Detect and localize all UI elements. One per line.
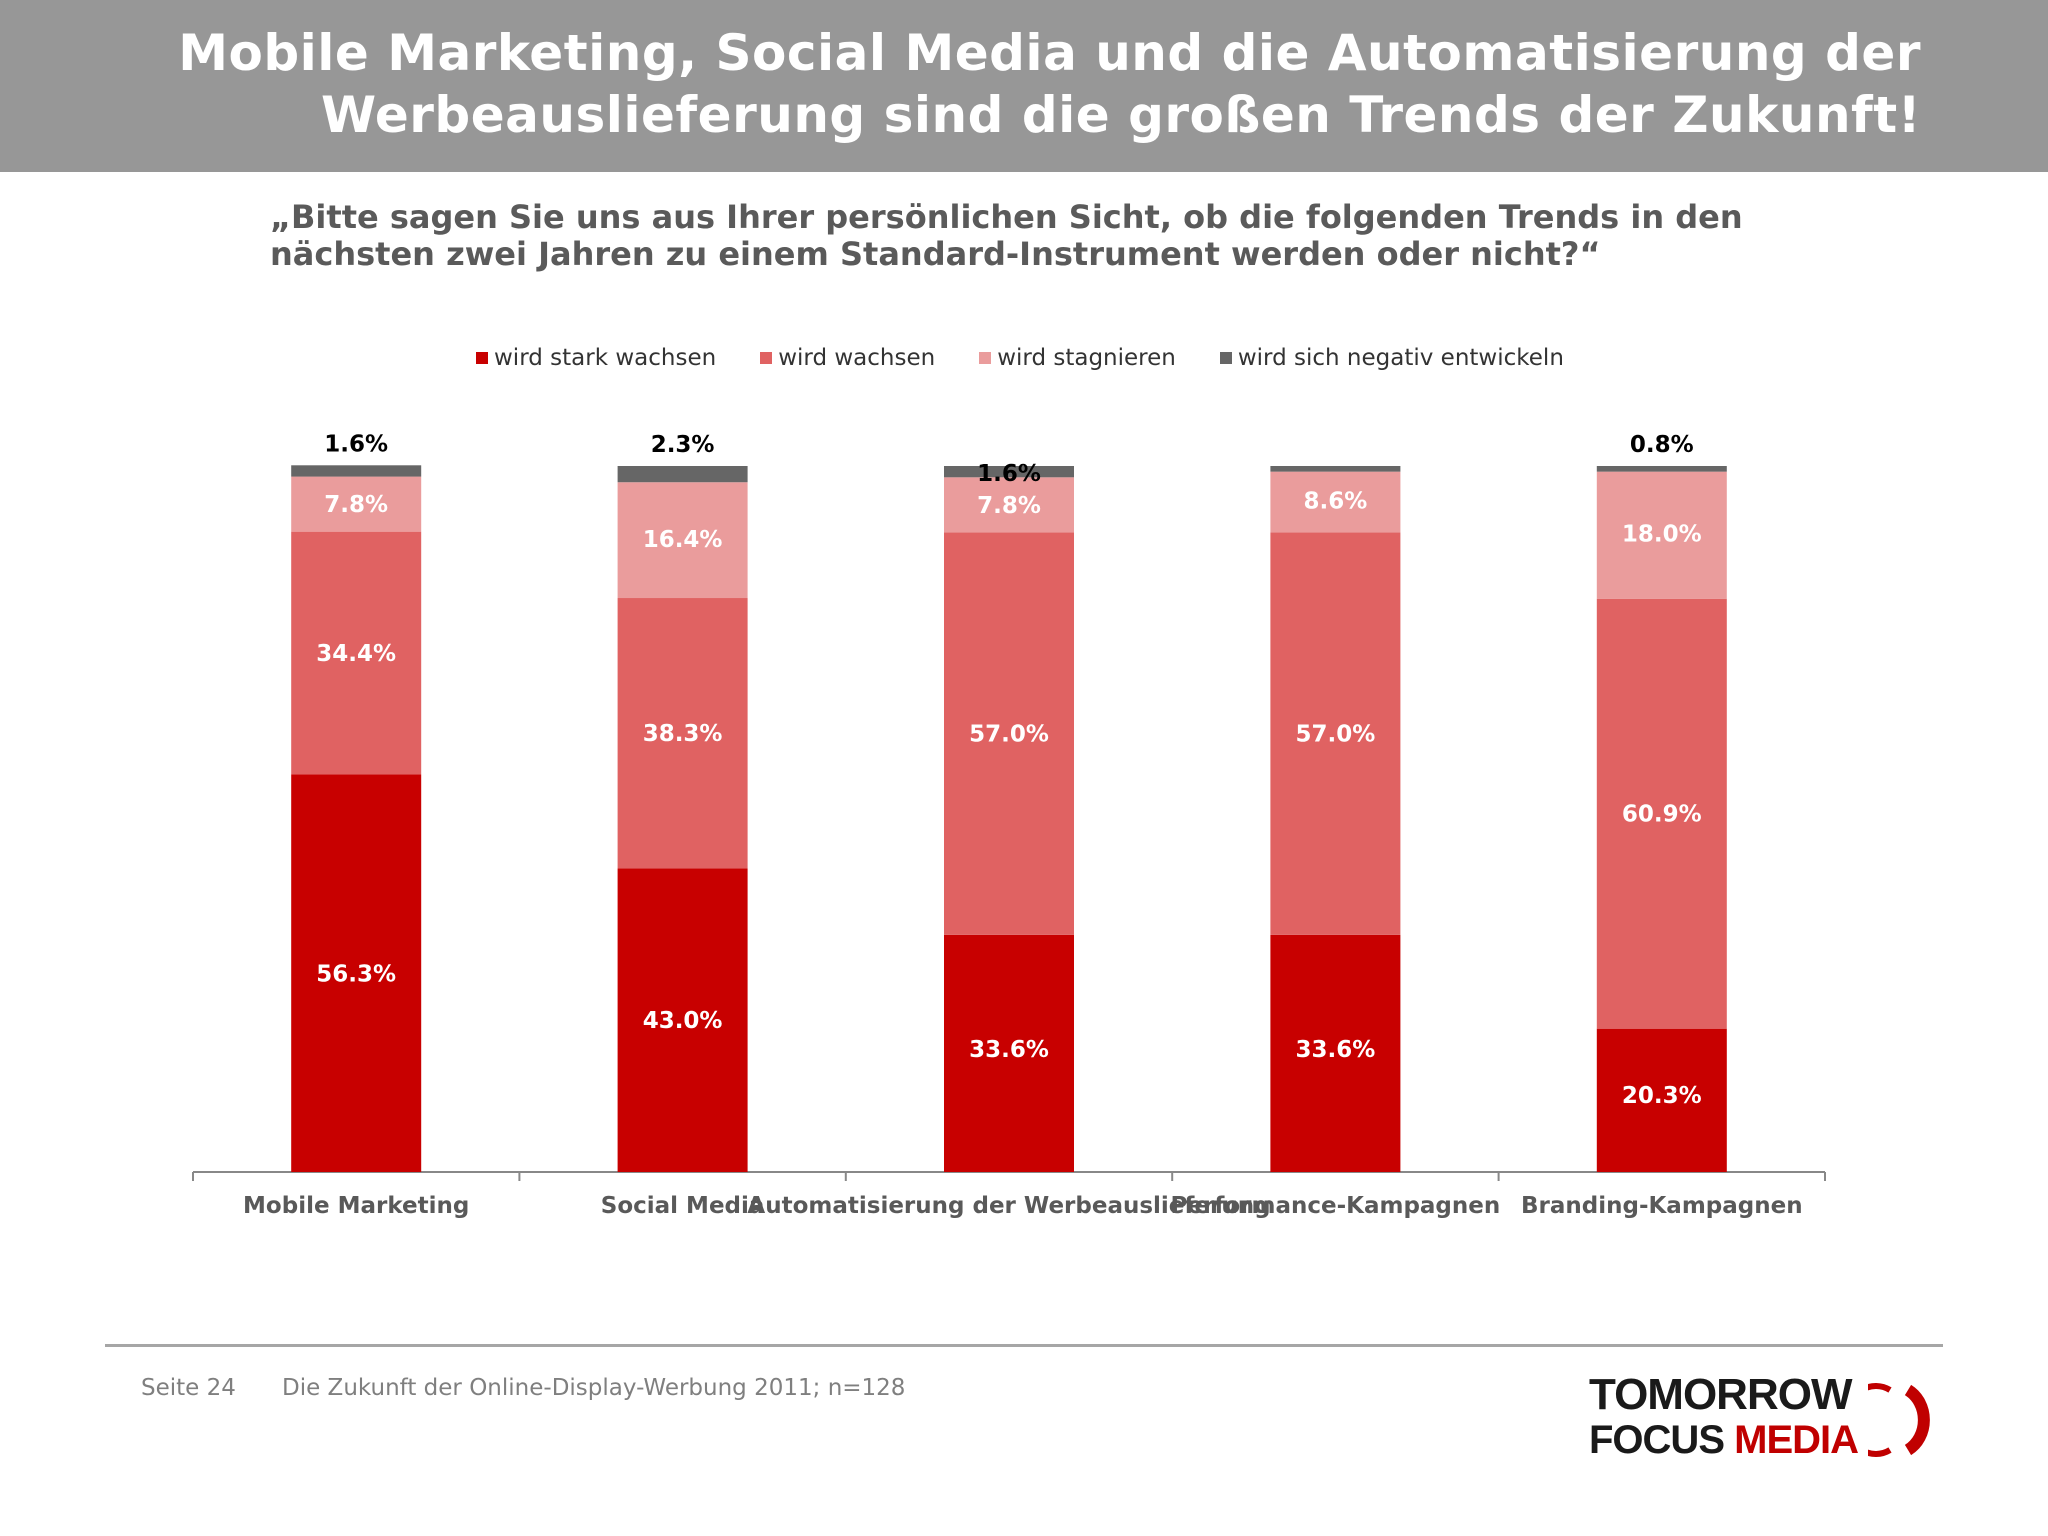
logo-word-media: MEDIA — [1734, 1418, 1859, 1462]
legend-label-stagnieren: wird stagnieren — [997, 345, 1176, 371]
bar-wird-wachsen-mobile-marketing — [291, 531, 422, 775]
bar-wird-stark-wachsen-branding-kampagnen — [1596, 1028, 1727, 1172]
survey-question-line-1: „Bitte sagen Sie uns aus Ihrer persönlic… — [270, 198, 1743, 236]
data-label-wird-stagnieren-performance-kampagnen: 8.6% — [1304, 489, 1368, 515]
data-label-wird-sich-negativ-entwickeln-social-media: 2.3% — [651, 432, 715, 458]
legend-item-stagnieren: wird stagnieren — [979, 345, 1176, 371]
legend-item-stark-wachsen: wird stark wachsen — [476, 345, 716, 371]
category-label-performance-kampagnen: Performance-Kampagnen — [1171, 1193, 1501, 1219]
bar-wird-stagnieren-branding-kampagnen — [1596, 471, 1727, 599]
footer-divider — [105, 1344, 1943, 1347]
bar-wird-wachsen-social-media — [617, 598, 748, 869]
bar-wird-stagnieren-automatisierung-der-werbeauslieferung — [944, 477, 1074, 533]
logo-text-line-1: TOMORROW — [1589, 1370, 1852, 1419]
legend-label-wachsen: wird wachsen — [778, 345, 936, 371]
legend-item-negativ: wird sich negativ entwickeln — [1219, 345, 1564, 371]
legend-label-stark-wachsen: wird stark wachsen — [494, 345, 717, 371]
survey-question-line-2: nächsten zwei Jahren zu einem Standard-I… — [270, 235, 1601, 273]
bar-wird-stagnieren-mobile-marketing — [291, 476, 422, 532]
stacked-bar-chart: 56.3% 34.4% 7.8% 1.6% Mobile Marketing 43.0% 3… — [192, 431, 1826, 1219]
logo-mark-icon — [1868, 1383, 1930, 1457]
category-label-mobile-marketing: Mobile Marketing — [243, 1193, 469, 1219]
chart-legend: wird stark wachsen wird wachsen wird sta… — [476, 340, 1564, 376]
bar-wird-stark-wachsen-automatisierung-der-werbeauslieferung — [944, 934, 1074, 1172]
bar-wird-stark-wachsen-mobile-marketing — [291, 774, 422, 1172]
data-label-wird-stagnieren-automatisierung-der-werbeauslieferung: 7.8% — [977, 493, 1041, 519]
data-label-wird-wachsen-social-media: 38.3% — [643, 721, 723, 747]
data-label-wird-stark-wachsen-social-media: 43.0% — [643, 1008, 723, 1034]
category-label-social-media: Social Media — [601, 1193, 765, 1219]
data-label-wird-wachsen-mobile-marketing: 34.4% — [316, 641, 396, 667]
bar-wird-stagnieren-performance-kampagnen — [1270, 471, 1401, 533]
legend-item-wachsen: wird wachsen — [760, 345, 935, 371]
page-title-line-2: Werbeauslieferung sind die großen Trends… — [320, 86, 1921, 144]
bar-wird-wachsen-automatisierung-der-werbeauslieferung — [944, 532, 1074, 935]
data-label-wird-stagnieren-social-media: 16.4% — [643, 527, 723, 553]
category-label-branding-kampagnen: Branding-Kampagnen — [1521, 1193, 1803, 1219]
footer-source: Die Zukunft der Online-Display-Werbung 2… — [282, 1375, 906, 1401]
page-title-line-1: Mobile Marketing, Social Media und die A… — [178, 24, 1921, 82]
legend-swatch-wachsen — [760, 352, 773, 364]
data-label-wird-sich-negativ-entwickeln-mobile-marketing: 1.6% — [324, 431, 388, 457]
data-label-wird-wachsen-automatisierung-der-werbeauslieferung: 57.0% — [969, 722, 1049, 748]
data-label-wird-stark-wachsen-mobile-marketing: 56.3% — [316, 961, 396, 987]
bar-wird-wachsen-branding-kampagnen — [1596, 598, 1727, 1029]
header-bar: Mobile Marketing, Social Media und die A… — [0, 0, 2048, 172]
legend-swatch-stark-wachsen — [476, 352, 488, 364]
legend-label-negativ: wird sich negativ entwickeln — [1237, 345, 1564, 371]
bar-wird-stark-wachsen-social-media — [617, 868, 748, 1172]
data-label-wird-stagnieren-mobile-marketing: 7.8% — [324, 492, 388, 518]
data-label-wird-sich-negativ-entwickeln-branding-kampagnen: 0.8% — [1630, 432, 1694, 458]
bar-wird-stark-wachsen-performance-kampagnen — [1270, 934, 1401, 1172]
bar-wird-sich-negativ-entwickeln-mobile-marketing — [291, 465, 422, 477]
data-label-wird-stark-wachsen-branding-kampagnen: 20.3% — [1622, 1083, 1702, 1109]
logo-word-focus: FOCUS — [1589, 1418, 1725, 1462]
bar-wird-stagnieren-social-media — [617, 482, 748, 599]
tomorrow-focus-media-logo: TOMORROW FOCUS MEDIA — [1585, 1370, 1945, 1470]
data-label-wird-sich-negativ-entwickeln-automatisierung-der-werbeauslieferung: 1.6% — [977, 461, 1041, 487]
legend-swatch-negativ — [1219, 352, 1232, 364]
bar-wird-sich-negativ-entwickeln-branding-kampagnen — [1596, 466, 1727, 472]
data-label-wird-wachsen-performance-kampagnen: 57.0% — [1296, 722, 1376, 748]
bar-wird-sich-negativ-entwickeln-social-media — [617, 466, 748, 483]
data-label-wird-stark-wachsen-performance-kampagnen: 33.6% — [1296, 1037, 1376, 1063]
bar-wird-sich-negativ-entwickeln-automatisierung-der-werbeauslieferung — [944, 466, 1074, 478]
data-label-wird-stagnieren-branding-kampagnen: 18.0% — [1622, 522, 1702, 548]
legend-swatch-stagnieren — [979, 352, 992, 364]
data-label-wird-wachsen-branding-kampagnen: 60.9% — [1622, 802, 1702, 828]
data-label-wird-stark-wachsen-automatisierung-der-werbeauslieferung: 33.6% — [969, 1037, 1049, 1063]
page-number: Seite 24 — [141, 1375, 236, 1401]
category-label-automatisierung-der-werbeauslieferung: Automatisierung der Werbeauslieferung — [747, 1193, 1270, 1219]
logo-text-line-2: FOCUS MEDIA — [1589, 1418, 1859, 1463]
bar-wird-sich-negativ-entwickeln-performance-kampagnen — [1270, 466, 1401, 472]
bar-wird-wachsen-performance-kampagnen — [1270, 532, 1401, 935]
